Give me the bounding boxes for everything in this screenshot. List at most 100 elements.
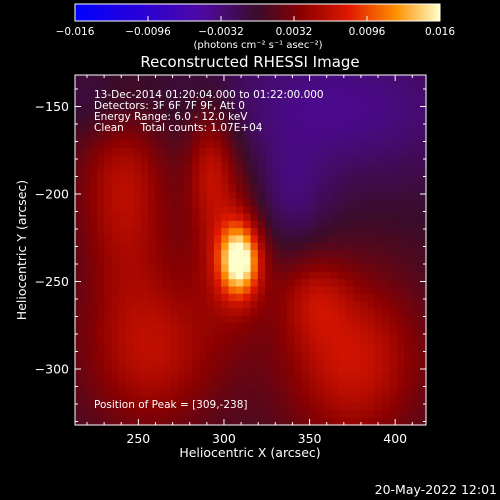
heatmap-cell (162, 198, 171, 207)
heatmap-cell (118, 126, 127, 134)
heatmap-cell (199, 213, 208, 222)
heatmap-cell (199, 359, 208, 368)
heatmap-cell (309, 111, 317, 120)
heatmap-cell (155, 118, 164, 127)
heatmap-cell (184, 388, 193, 397)
heatmap-cell (316, 191, 325, 200)
heatmap-cell (418, 366, 427, 375)
heatmap-cell (374, 322, 383, 331)
heatmap-cell (148, 250, 157, 258)
heatmap-cell (111, 118, 120, 127)
heatmap-cell (345, 118, 354, 127)
heatmap-cell (404, 388, 412, 397)
heatmap-cell (126, 235, 135, 244)
heatmap-cell (206, 308, 215, 317)
heatmap-cell (213, 264, 222, 273)
heatmap-cell (396, 126, 405, 134)
heatmap-cell (235, 177, 244, 185)
heatmap-cell (133, 75, 142, 83)
heatmap-cell (75, 344, 83, 353)
heatmap-cell (279, 373, 288, 382)
heatmap-cell (82, 271, 91, 280)
heatmap-cell (155, 250, 164, 258)
heatmap-cell (382, 169, 391, 178)
heatmap-cell (411, 381, 420, 390)
heatmap-cell (126, 140, 135, 149)
heatmap-cell (418, 104, 427, 113)
heatmap-cell (170, 191, 178, 200)
heatmap-cell (126, 388, 135, 397)
heatmap-cell (250, 359, 259, 368)
heatmap-cell (338, 198, 347, 207)
heatmap-cell (360, 75, 369, 83)
heatmap-cell (192, 228, 200, 237)
heatmap-cell (82, 75, 91, 83)
heatmap-cell (360, 373, 369, 382)
heatmap-cell (396, 410, 405, 419)
heatmap-cell (396, 308, 405, 317)
heatmap-cell (75, 257, 83, 266)
heatmap-cell (287, 257, 295, 266)
heatmap-cell (96, 140, 105, 149)
heatmap-cell (404, 250, 412, 258)
heatmap-cell (170, 140, 178, 149)
heatmap-cell (301, 257, 310, 266)
heatmap-cell (360, 315, 369, 324)
heatmap-cell (396, 220, 405, 229)
heatmap-cell (213, 206, 222, 215)
heatmap-cell (243, 155, 252, 164)
heatmap-cell (382, 308, 391, 317)
heatmap-cell (199, 235, 208, 244)
heatmap-cell (82, 89, 91, 98)
heatmap-cell (250, 104, 259, 113)
y-axis-title: Heliocentric Y (arcsec) (14, 180, 29, 320)
heatmap-cell (411, 373, 420, 382)
heatmap-cell (367, 82, 376, 91)
heatmap-cell (177, 410, 186, 419)
heatmap-cell (367, 162, 376, 171)
heatmap-cell (89, 381, 98, 390)
heatmap-cell (338, 118, 347, 127)
heatmap-cell (118, 235, 127, 244)
heatmap-cell (206, 104, 215, 113)
heatmap-cell (243, 140, 252, 149)
heatmap-cell (411, 410, 420, 419)
heatmap-cell (404, 177, 412, 185)
colorbar-tick-label: 0.016 (425, 26, 455, 38)
heatmap-cell (199, 257, 208, 266)
heatmap-cell (243, 337, 252, 346)
heatmap-cell (411, 111, 420, 120)
heatmap-cell (162, 155, 171, 164)
heatmap-cell (316, 257, 325, 266)
heatmap-cell (330, 104, 339, 113)
heatmap-cell (404, 75, 412, 83)
heatmap-cell (192, 133, 200, 142)
heatmap-cell (177, 96, 186, 105)
heatmap-cell (418, 279, 427, 288)
heatmap-cell (345, 147, 354, 156)
heatmap-cell (374, 403, 383, 412)
heatmap-cell (309, 308, 317, 317)
heatmap-cell (367, 213, 376, 222)
heatmap-cell (118, 301, 127, 309)
heatmap-cell (235, 169, 244, 178)
heatmap-cell (279, 169, 288, 178)
heatmap-cell (96, 410, 105, 419)
heatmap-cell (133, 155, 142, 164)
chart-title: Reconstructed RHESSI Image (140, 53, 359, 71)
heatmap-cell (104, 220, 113, 229)
heatmap-cell (126, 257, 135, 266)
heatmap-cell (279, 264, 288, 273)
y-tick-label: −150 (35, 99, 69, 114)
heatmap-cell (184, 118, 193, 127)
heatmap-cell (404, 373, 412, 382)
heatmap-cell (82, 140, 91, 149)
heatmap-cell (294, 104, 303, 113)
heatmap-cell (89, 301, 98, 309)
heatmap-cell (177, 104, 186, 113)
heatmap-cell (221, 395, 230, 404)
heatmap-cell (133, 220, 142, 229)
heatmap-cell (170, 82, 178, 91)
heatmap-cell (411, 395, 420, 404)
heatmap-cell (213, 133, 222, 142)
